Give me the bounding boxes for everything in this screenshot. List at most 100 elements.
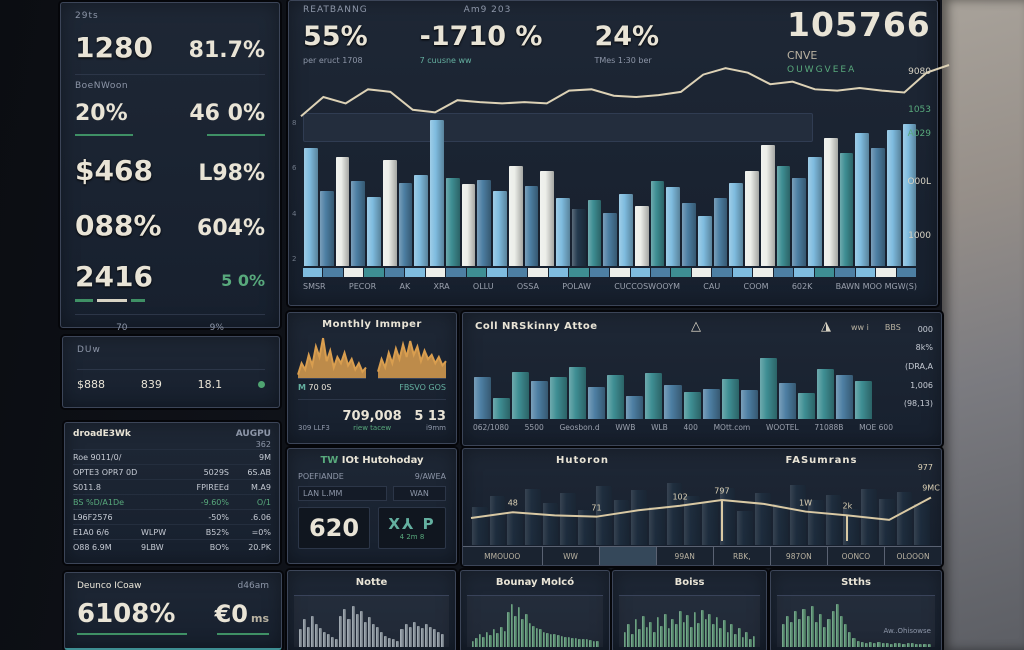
spark-chart[interactable] xyxy=(777,595,935,648)
table-title: droadE3Wk xyxy=(73,429,131,439)
point-label: 71 xyxy=(591,503,602,513)
bar xyxy=(589,639,592,648)
kpi-block: 24% TMes 1:30 ber xyxy=(594,21,659,65)
table-cell: L96F2576 xyxy=(73,512,113,522)
bar xyxy=(564,636,567,648)
table-cell: S011.8 xyxy=(73,482,101,492)
table-row[interactable]: L96F2576 -50% .6.06 xyxy=(73,509,271,524)
table-cell: -9.60% xyxy=(200,497,229,507)
bar xyxy=(461,184,476,266)
bar xyxy=(424,624,429,647)
range-segment[interactable]: OLOOON xyxy=(883,547,942,565)
bar xyxy=(740,390,758,419)
bar xyxy=(684,496,700,545)
monthly-spark-b[interactable] xyxy=(378,336,446,379)
tw-cell-left[interactable]: LAN L.MM xyxy=(298,486,387,501)
table-cell: Roe 9011/0/ xyxy=(73,452,122,462)
spark-chart[interactable] xyxy=(619,595,760,648)
bar xyxy=(797,393,815,419)
bar xyxy=(778,382,796,420)
tw-glyph-sub: 4 2m 8 xyxy=(399,533,425,541)
range-segment[interactable]: 987ON xyxy=(769,547,827,565)
table-row[interactable]: O88 6.9M 9LBW BO% 20.PK xyxy=(73,539,271,554)
monthly-spark-a[interactable] xyxy=(298,336,366,379)
bar xyxy=(560,492,577,545)
marker-line xyxy=(846,515,849,541)
range-segment[interactable] xyxy=(598,547,656,565)
bar xyxy=(585,639,589,647)
point-label: 9MC xyxy=(922,483,940,493)
strip-segment xyxy=(343,268,364,277)
bar xyxy=(567,636,571,648)
right-label: (98,13) xyxy=(903,399,933,408)
bar xyxy=(810,606,815,647)
main-bar-chart[interactable] xyxy=(303,115,917,267)
bar xyxy=(881,643,885,647)
range-segment[interactable]: 99AN xyxy=(655,547,713,565)
bar xyxy=(335,157,350,266)
center-panel-title: Coll NRSkinny Attoe xyxy=(475,321,598,332)
table-row[interactable]: BS %D/A1De -9.60% O/1 xyxy=(73,494,271,509)
x-axis-label: CUCCOSWOOYM xyxy=(614,282,681,291)
bar xyxy=(596,640,599,648)
selection-band[interactable] xyxy=(303,113,813,142)
bar xyxy=(671,618,675,648)
forecast-range-bar: MMOUOO WW 99AN RBK, 987ON OONCO OLOOON xyxy=(463,546,942,565)
x-axis-label: COOM xyxy=(743,282,769,291)
triangle-icon[interactable]: △ xyxy=(691,319,701,334)
x-axis-label: CAU xyxy=(703,282,721,291)
bar xyxy=(854,381,873,419)
table-cell: .6.06 xyxy=(250,512,271,522)
duw-row[interactable]: $888 839 18.1 xyxy=(77,369,265,391)
bar xyxy=(666,483,683,545)
forecast-line-chart[interactable]: 48 71 102 797 1W 2k 9MC xyxy=(471,477,940,541)
bar xyxy=(752,635,756,648)
kpi-value: 20% xyxy=(75,101,128,126)
bar xyxy=(528,622,532,648)
center-top-labels: ww i BBS xyxy=(851,323,901,332)
main-x-axis: SMSR PECOR AK XRA OLLU OSSA POLAW CUCCOSWOOYM CA… xyxy=(303,282,917,291)
bar xyxy=(726,631,730,648)
center-panel-icons: △ ◮ xyxy=(691,319,831,334)
spark-chart[interactable] xyxy=(467,595,603,648)
bar xyxy=(445,178,460,266)
strip-segment xyxy=(855,268,876,277)
range-segment[interactable]: RBK, xyxy=(712,547,770,565)
bar xyxy=(653,631,656,648)
bar xyxy=(327,634,331,647)
tw-cell-right[interactable]: WAN xyxy=(392,486,446,501)
triangle-alt-icon[interactable]: ◮ xyxy=(821,319,831,334)
table-row[interactable]: Roe 9011/0/9M xyxy=(73,449,271,464)
footer-big-sub: riew tacew xyxy=(353,424,392,432)
bar xyxy=(371,624,376,647)
bar xyxy=(927,644,931,647)
table-title-right: AUGPU xyxy=(235,429,271,439)
bar xyxy=(433,629,437,647)
main-chart-period[interactable]: Am9 203 xyxy=(463,5,512,15)
bar xyxy=(398,182,413,267)
strip-segment xyxy=(876,268,896,277)
range-segment[interactable]: WW xyxy=(541,547,599,565)
bar xyxy=(492,629,496,647)
bar xyxy=(656,617,660,647)
table-row[interactable]: OPTE3 OPR7 0D 5029S 6S.AB xyxy=(73,464,271,479)
table-row[interactable]: E1A0 6/6 WLPW B52% =0% xyxy=(73,524,271,539)
point-label: 797 xyxy=(714,486,730,496)
table-cell: WLPW xyxy=(141,527,167,537)
footer-big-value: 709,008 xyxy=(342,409,402,424)
bar xyxy=(507,612,510,647)
main-left-axis: 8 6 4 2 xyxy=(292,119,296,263)
big-kpi-unit: CNVE xyxy=(787,49,818,62)
x-axis-label: PECOR xyxy=(348,282,377,291)
bar xyxy=(367,617,371,647)
bar xyxy=(667,627,671,648)
kpi-value: 55% xyxy=(303,21,368,52)
x-axis-label: 602K xyxy=(791,282,813,291)
spark-chart[interactable] xyxy=(294,595,449,648)
table-row[interactable]: S011.8 FPIREEd M.A9 xyxy=(73,479,271,494)
bar xyxy=(367,196,381,267)
kpi-sub: per eruct 1708 xyxy=(303,56,363,65)
range-segment[interactable]: OONCO xyxy=(826,547,884,565)
center-bar-chart[interactable] xyxy=(473,343,873,420)
range-segment[interactable]: MMOUOO xyxy=(463,547,542,565)
